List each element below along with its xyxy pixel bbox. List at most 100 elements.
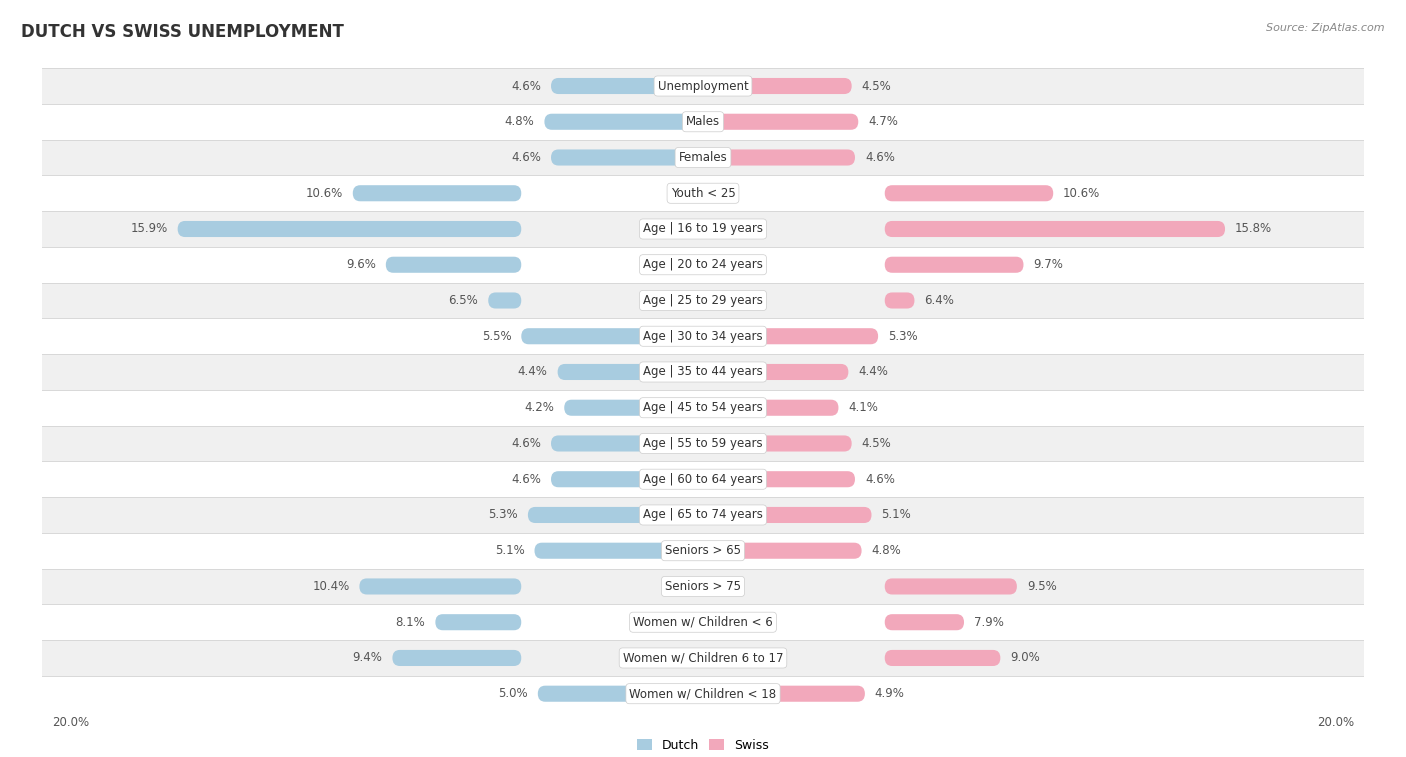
FancyBboxPatch shape — [42, 282, 1364, 319]
FancyBboxPatch shape — [884, 292, 914, 309]
Text: 9.0%: 9.0% — [1011, 652, 1040, 665]
Text: Age | 55 to 59 years: Age | 55 to 59 years — [643, 437, 763, 450]
FancyBboxPatch shape — [884, 185, 1053, 201]
Text: 4.6%: 4.6% — [865, 151, 894, 164]
Text: 10.4%: 10.4% — [312, 580, 350, 593]
FancyBboxPatch shape — [488, 292, 522, 309]
Text: Age | 60 to 64 years: Age | 60 to 64 years — [643, 472, 763, 486]
Text: DUTCH VS SWISS UNEMPLOYMENT: DUTCH VS SWISS UNEMPLOYMENT — [21, 23, 344, 41]
Text: Women w/ Children 6 to 17: Women w/ Children 6 to 17 — [623, 652, 783, 665]
Text: 20.0%: 20.0% — [52, 716, 89, 729]
Text: 4.6%: 4.6% — [512, 437, 541, 450]
Text: 4.2%: 4.2% — [524, 401, 554, 414]
FancyBboxPatch shape — [42, 211, 1364, 247]
FancyBboxPatch shape — [551, 149, 703, 166]
Text: 9.5%: 9.5% — [1026, 580, 1056, 593]
Text: Seniors > 75: Seniors > 75 — [665, 580, 741, 593]
FancyBboxPatch shape — [703, 543, 862, 559]
Text: 15.8%: 15.8% — [1234, 223, 1272, 235]
Text: 4.8%: 4.8% — [872, 544, 901, 557]
Text: Women w/ Children < 18: Women w/ Children < 18 — [630, 687, 776, 700]
Text: 5.0%: 5.0% — [498, 687, 527, 700]
Text: 6.5%: 6.5% — [449, 294, 478, 307]
Text: Youth < 25: Youth < 25 — [671, 187, 735, 200]
FancyBboxPatch shape — [564, 400, 703, 416]
FancyBboxPatch shape — [558, 364, 703, 380]
Text: 10.6%: 10.6% — [1063, 187, 1101, 200]
FancyBboxPatch shape — [551, 435, 703, 451]
Text: Source: ZipAtlas.com: Source: ZipAtlas.com — [1267, 23, 1385, 33]
Text: 4.4%: 4.4% — [858, 366, 889, 378]
Text: 5.1%: 5.1% — [495, 544, 524, 557]
Text: 4.8%: 4.8% — [505, 115, 534, 128]
Text: 4.7%: 4.7% — [868, 115, 898, 128]
Text: 20.0%: 20.0% — [1317, 716, 1354, 729]
FancyBboxPatch shape — [353, 185, 522, 201]
Text: 8.1%: 8.1% — [395, 615, 426, 629]
FancyBboxPatch shape — [42, 390, 1364, 425]
Text: 5.5%: 5.5% — [482, 330, 512, 343]
Text: Age | 65 to 74 years: Age | 65 to 74 years — [643, 509, 763, 522]
FancyBboxPatch shape — [884, 221, 1225, 237]
FancyBboxPatch shape — [42, 104, 1364, 139]
FancyBboxPatch shape — [703, 435, 852, 451]
Text: 5.1%: 5.1% — [882, 509, 911, 522]
Text: Seniors > 65: Seniors > 65 — [665, 544, 741, 557]
Text: Age | 30 to 34 years: Age | 30 to 34 years — [643, 330, 763, 343]
FancyBboxPatch shape — [42, 247, 1364, 282]
Text: 6.4%: 6.4% — [924, 294, 955, 307]
Text: 5.3%: 5.3% — [488, 509, 517, 522]
FancyBboxPatch shape — [703, 400, 838, 416]
FancyBboxPatch shape — [42, 604, 1364, 640]
FancyBboxPatch shape — [392, 650, 522, 666]
Text: 10.6%: 10.6% — [305, 187, 343, 200]
Text: Age | 25 to 29 years: Age | 25 to 29 years — [643, 294, 763, 307]
FancyBboxPatch shape — [42, 354, 1364, 390]
FancyBboxPatch shape — [385, 257, 522, 273]
Text: 9.7%: 9.7% — [1033, 258, 1063, 271]
FancyBboxPatch shape — [884, 257, 1024, 273]
Text: Males: Males — [686, 115, 720, 128]
FancyBboxPatch shape — [884, 578, 1017, 594]
FancyBboxPatch shape — [537, 686, 703, 702]
FancyBboxPatch shape — [42, 176, 1364, 211]
FancyBboxPatch shape — [703, 329, 879, 344]
Text: Women w/ Children < 6: Women w/ Children < 6 — [633, 615, 773, 629]
Text: 9.4%: 9.4% — [353, 652, 382, 665]
FancyBboxPatch shape — [522, 329, 703, 344]
Text: 4.5%: 4.5% — [862, 437, 891, 450]
Text: 4.9%: 4.9% — [875, 687, 904, 700]
FancyBboxPatch shape — [703, 471, 855, 488]
FancyBboxPatch shape — [177, 221, 522, 237]
FancyBboxPatch shape — [534, 543, 703, 559]
FancyBboxPatch shape — [42, 319, 1364, 354]
FancyBboxPatch shape — [42, 461, 1364, 497]
FancyBboxPatch shape — [42, 425, 1364, 461]
FancyBboxPatch shape — [42, 139, 1364, 176]
FancyBboxPatch shape — [703, 149, 855, 166]
FancyBboxPatch shape — [544, 114, 703, 129]
Text: 5.3%: 5.3% — [889, 330, 918, 343]
FancyBboxPatch shape — [436, 614, 522, 631]
FancyBboxPatch shape — [703, 364, 848, 380]
Text: Age | 45 to 54 years: Age | 45 to 54 years — [643, 401, 763, 414]
FancyBboxPatch shape — [42, 569, 1364, 604]
Text: 9.6%: 9.6% — [346, 258, 375, 271]
FancyBboxPatch shape — [703, 686, 865, 702]
FancyBboxPatch shape — [884, 650, 1001, 666]
Text: 4.4%: 4.4% — [517, 366, 548, 378]
FancyBboxPatch shape — [42, 640, 1364, 676]
FancyBboxPatch shape — [884, 614, 965, 631]
Legend: Dutch, Swiss: Dutch, Swiss — [633, 734, 773, 757]
Text: 7.9%: 7.9% — [974, 615, 1004, 629]
FancyBboxPatch shape — [42, 497, 1364, 533]
Text: 4.1%: 4.1% — [848, 401, 879, 414]
FancyBboxPatch shape — [360, 578, 522, 594]
FancyBboxPatch shape — [527, 507, 703, 523]
Text: Age | 20 to 24 years: Age | 20 to 24 years — [643, 258, 763, 271]
FancyBboxPatch shape — [42, 676, 1364, 712]
Text: 15.9%: 15.9% — [131, 223, 167, 235]
Text: 4.5%: 4.5% — [862, 79, 891, 92]
Text: 4.6%: 4.6% — [512, 79, 541, 92]
FancyBboxPatch shape — [42, 533, 1364, 569]
